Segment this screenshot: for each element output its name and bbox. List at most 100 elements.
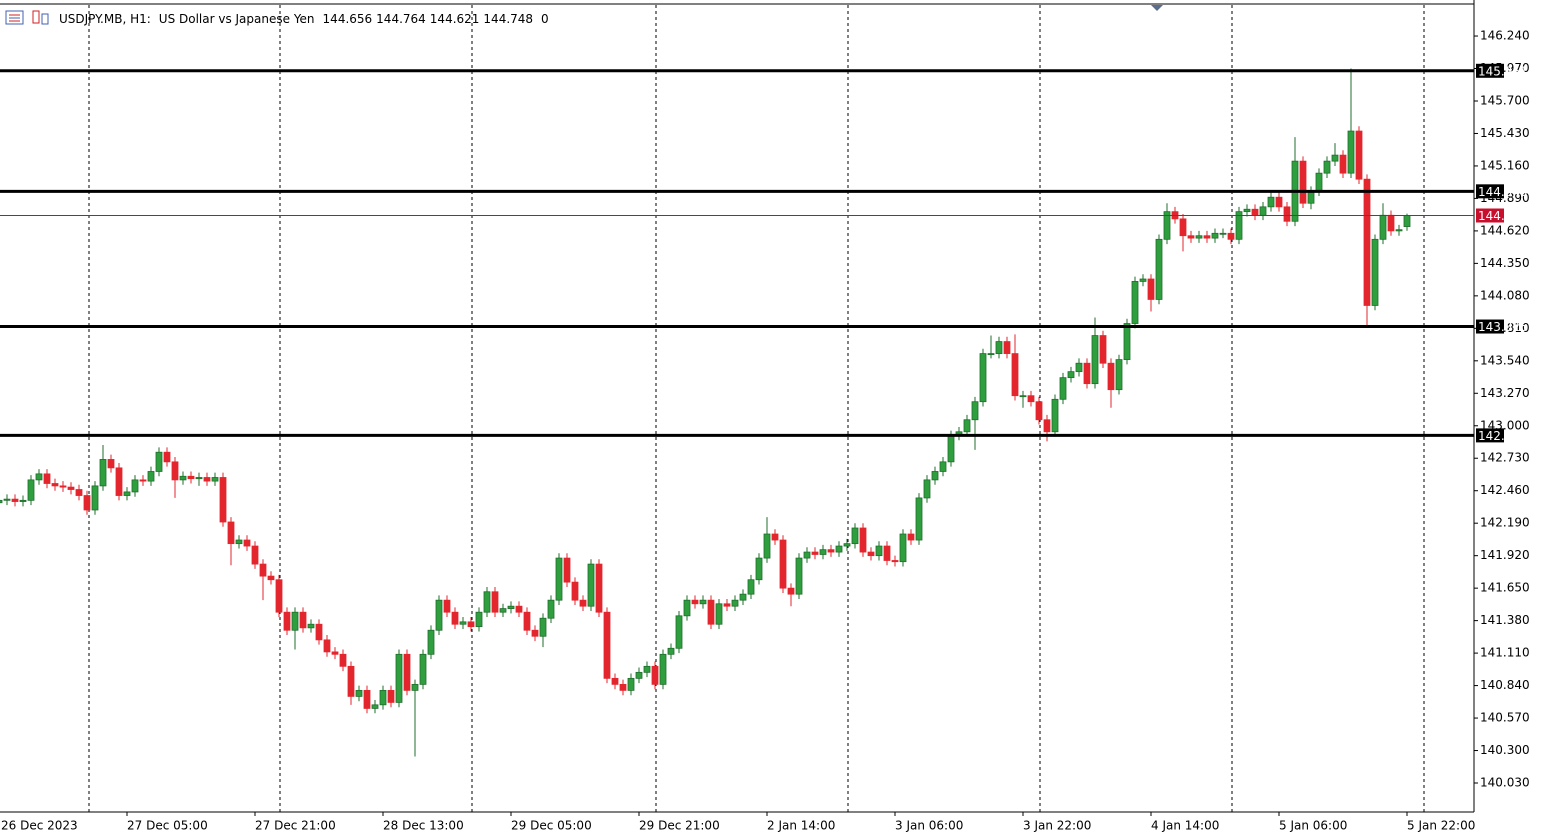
candle-body [603,611,611,679]
candle-body [811,551,819,555]
x-tick-label: 29 Dec 21:00 [639,819,720,833]
candle-body [483,591,491,613]
current-price-label: 144.748 [1478,209,1528,223]
candle-body [107,459,115,469]
candle-body [451,611,459,625]
candle-body [803,551,811,559]
candle-body [491,591,499,613]
chart-header: USDJPY.MB, H1: US Dollar vs Japanese Yen 1… [59,12,549,26]
candle-body [251,545,259,565]
icon-candle [32,10,40,24]
candle-body [139,479,147,482]
candle-body [1067,371,1075,379]
candle-body [115,467,123,496]
y-tick-label: 143.540 [1480,353,1530,367]
last-bar-value: 144.621 [430,12,480,26]
y-tick-label: 141.110 [1480,646,1530,660]
candle-body [219,477,227,523]
candle-body [827,549,835,553]
candle-body [771,533,779,541]
candle-body [0,499,3,504]
candle-body [979,353,987,403]
candle-body [379,689,387,706]
candle-body [123,491,131,496]
candle-body [171,461,179,481]
candle-body [403,653,411,691]
candle-body [1043,419,1051,433]
candle-body [1211,232,1219,239]
candle-body [715,603,723,625]
candle-body [131,479,139,493]
candle-body [1155,238,1163,300]
candle-body [283,611,291,631]
candle-body [851,527,859,545]
candle-body [587,563,595,607]
candle-body [235,539,243,545]
candle-body [83,495,91,511]
candle-body [611,677,619,685]
x-tick-label: 26 Dec 2023 [1,819,78,833]
header-icons [5,10,49,25]
candle-body [627,677,635,691]
candle-body [1363,178,1371,306]
icon-candle [41,13,49,25]
candle-body [1123,323,1131,361]
candle-body [59,485,67,488]
candle-body [1235,211,1243,240]
candle-body [195,477,203,480]
candle-body [459,621,467,625]
candle-body [691,599,699,605]
candle-body [243,539,251,547]
y-tick-label: 141.920 [1480,548,1530,562]
level-label: 143.825 [1478,320,1528,334]
candle-body [1187,235,1195,239]
candle-body [371,704,379,709]
level-label: 142.920 [1478,429,1528,443]
candle-body [267,575,275,581]
candle-body [755,557,763,581]
candle-body [1179,218,1187,237]
level-label-box [1476,319,1504,334]
candle-body [1051,398,1059,433]
candle-body [147,471,155,482]
shift-marker [1151,5,1163,11]
candle-body [683,599,691,617]
x-tick-label: 5 Jan 22:00 [1407,819,1475,833]
candle-body [155,451,163,472]
candle-body [675,615,683,649]
candle-body [75,489,83,496]
candle-body [1283,206,1291,222]
candle-body [67,486,75,490]
candle-body [659,653,667,685]
candle-body [1243,208,1251,213]
x-tick-label: 3 Jan 22:00 [1023,819,1091,833]
candle-body [707,599,715,625]
y-tick-label: 144.350 [1480,256,1530,270]
candle-body [563,557,571,583]
candle-body [211,477,219,482]
candle-body [395,653,403,703]
last-bar-value: 144.748 [483,12,533,26]
candle-body [1371,238,1379,306]
candle-body [779,539,787,589]
candle-body [43,473,51,484]
candle-body [899,533,907,563]
candle-body [619,683,627,691]
candle-body [923,479,931,499]
candle-body [339,653,347,667]
candle-body [35,473,43,481]
last-bar-value: 144.656 [323,12,373,26]
candle-body [1027,395,1035,403]
candle-body [259,563,267,577]
candle-body [787,587,795,595]
candle-body [51,483,59,487]
candle-body [1115,359,1123,391]
candle-body [187,475,195,480]
candle-body [1307,190,1315,204]
y-tick-label: 142.730 [1480,451,1530,465]
candle-body [667,647,675,655]
candle-body [467,621,475,628]
candle-body [819,549,827,555]
candle-body [1075,362,1083,373]
